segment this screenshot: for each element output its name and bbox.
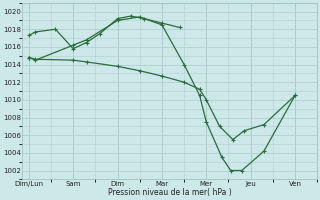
X-axis label: Pression niveau de la mer( hPa ): Pression niveau de la mer( hPa ) <box>108 188 232 197</box>
